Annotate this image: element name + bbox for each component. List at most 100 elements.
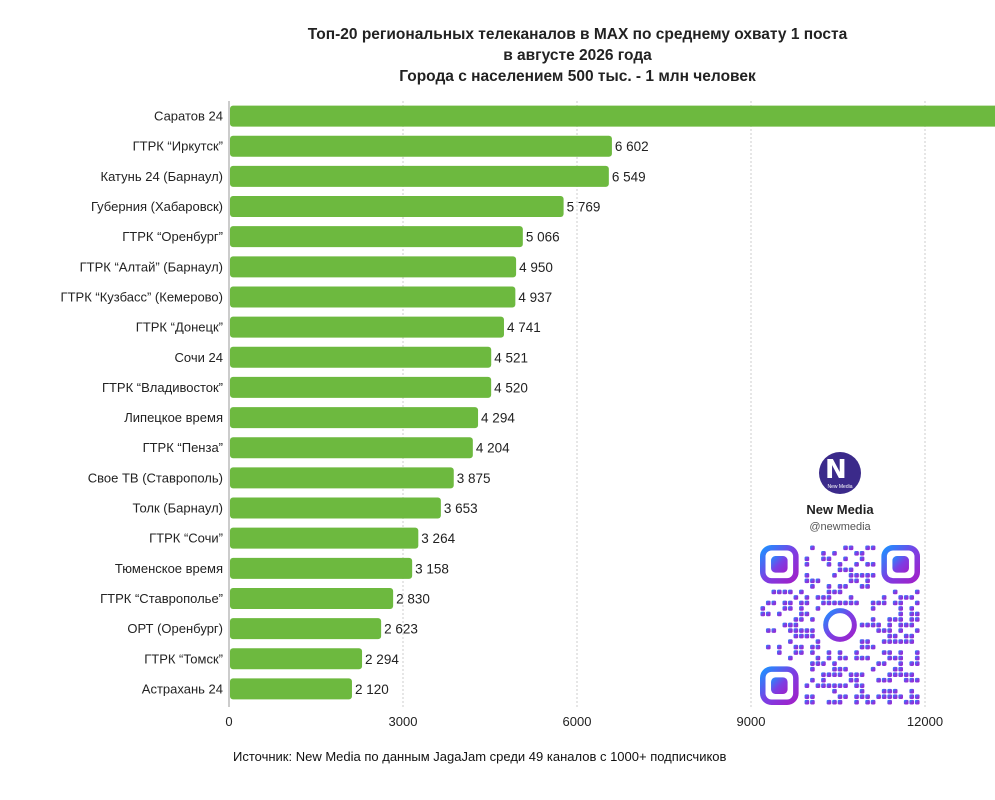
qr-module xyxy=(832,699,837,705)
qr-module xyxy=(837,567,843,573)
qr-module xyxy=(854,655,859,661)
qr-finder-top-right-center xyxy=(892,556,909,573)
qr-module xyxy=(876,628,881,633)
qr-module xyxy=(892,694,898,700)
qr-module xyxy=(881,688,887,694)
qr-module xyxy=(892,666,898,672)
qr-module xyxy=(892,600,898,606)
qr-module xyxy=(881,694,887,700)
qr-module xyxy=(799,589,804,595)
qr-module xyxy=(870,644,876,650)
qr-module xyxy=(865,644,870,650)
value-label: 2 120 xyxy=(355,682,389,697)
x-tick-label: 6000 xyxy=(563,714,592,729)
qr-center-mark xyxy=(823,608,857,642)
source-note: Источник: New Media по данным JagaJam ср… xyxy=(233,749,727,764)
qr-module xyxy=(810,677,815,683)
qr-module xyxy=(909,611,915,617)
qr-module xyxy=(903,633,909,639)
qr-module xyxy=(865,639,870,644)
qr-module xyxy=(848,545,854,551)
qr-module xyxy=(810,617,815,622)
qr-module xyxy=(793,617,799,622)
qr-module xyxy=(854,683,859,689)
qr-module xyxy=(887,639,892,644)
qr-module xyxy=(914,661,920,666)
category-label: ГТРК “Сочи” xyxy=(149,531,223,546)
qr-module xyxy=(854,578,859,584)
qr-module xyxy=(776,611,782,617)
qr-module xyxy=(859,550,865,556)
category-label: Астрахань 24 xyxy=(142,681,223,696)
qr-module xyxy=(843,567,848,573)
qr-module xyxy=(810,578,815,584)
qr-module xyxy=(892,655,898,661)
qr-module xyxy=(826,584,832,589)
qr-module xyxy=(826,600,832,606)
qr-module xyxy=(887,617,892,622)
brand-handle: @newmedia xyxy=(809,521,871,533)
qr-module xyxy=(804,699,810,705)
qr-module xyxy=(804,628,810,633)
qr-module xyxy=(887,688,892,694)
qr-module xyxy=(788,628,793,633)
qr-module xyxy=(810,666,815,672)
qr-finder-top-right xyxy=(881,545,920,584)
qr-module xyxy=(887,699,892,705)
x-tick-label: 9000 xyxy=(737,714,766,729)
chart-title: Топ-20 региональных телеканалов в MAX по… xyxy=(0,24,995,87)
qr-module xyxy=(914,699,920,705)
qr-module xyxy=(810,628,815,633)
qr-module xyxy=(887,628,892,633)
qr-module xyxy=(765,628,771,633)
qr-module xyxy=(837,683,843,689)
qr-module xyxy=(859,655,865,661)
category-label: ОРТ (Оренбург) xyxy=(127,621,223,636)
value-label: 4 204 xyxy=(476,441,510,456)
qr-module xyxy=(837,650,843,655)
qr-module xyxy=(870,666,876,672)
qr-module xyxy=(799,628,804,633)
qr-module xyxy=(887,677,892,683)
qr-finder-top-left xyxy=(760,545,799,584)
qr-module xyxy=(854,573,859,578)
qr-module xyxy=(832,661,837,666)
bar xyxy=(230,165,609,187)
qr-module xyxy=(821,677,826,683)
chart-title-line-2: в августе 2026 года xyxy=(503,47,652,64)
value-label: 3 158 xyxy=(415,561,449,576)
qr-module xyxy=(876,622,881,628)
qr-module xyxy=(799,650,804,655)
qr-module xyxy=(765,644,771,650)
qr-module xyxy=(854,561,859,567)
qr-module xyxy=(898,694,904,700)
qr-module xyxy=(826,683,832,689)
value-label: 4 937 xyxy=(518,290,552,305)
qr-module xyxy=(832,666,837,672)
qr-module xyxy=(793,622,799,628)
qr-module xyxy=(914,600,920,606)
qr-module xyxy=(909,677,915,683)
qr-module xyxy=(771,600,777,606)
qr-module xyxy=(776,644,782,650)
value-label: 3 264 xyxy=(421,531,455,546)
bar xyxy=(230,256,517,278)
qr-module xyxy=(793,650,799,655)
qr-module xyxy=(788,639,793,644)
value-label: 6 549 xyxy=(612,169,646,184)
bar xyxy=(230,135,612,157)
qr-module xyxy=(788,655,793,661)
qr-module xyxy=(848,600,854,606)
qr-module xyxy=(799,633,804,639)
bar xyxy=(230,226,523,248)
qr-module xyxy=(887,655,892,661)
qr-module xyxy=(832,573,837,578)
qr-module xyxy=(881,661,887,666)
qr-module xyxy=(914,694,920,700)
qr-module xyxy=(892,589,898,595)
qr-module xyxy=(837,694,843,700)
qr-module xyxy=(909,595,915,600)
qr-module xyxy=(771,628,777,633)
qr-module xyxy=(865,655,870,661)
qr-module xyxy=(854,672,859,677)
